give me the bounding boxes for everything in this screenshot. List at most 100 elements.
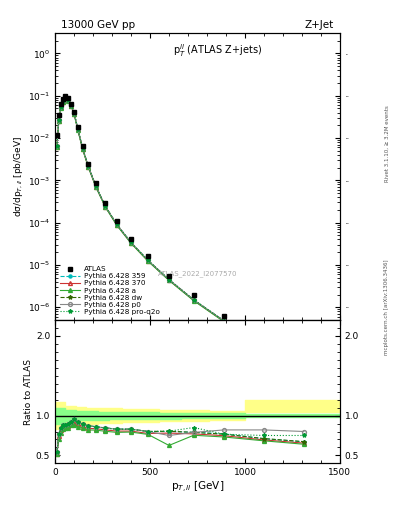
ATLAS	[94, 180, 98, 186]
Pythia 6.428 p0	[63, 95, 68, 101]
Pythia 6.428 370	[167, 277, 171, 283]
Line: Pythia 6.428 a: Pythia 6.428 a	[55, 97, 306, 383]
ATLAS	[146, 253, 151, 260]
Pythia 6.428 pro-q2o	[301, 377, 306, 383]
ATLAS	[86, 160, 91, 166]
Pythia 6.428 a	[75, 127, 80, 133]
Pythia 6.428 dw	[94, 183, 98, 189]
Pythia 6.428 pro-q2o	[146, 258, 151, 264]
Pythia 6.428 359	[69, 102, 73, 108]
Pythia 6.428 a	[55, 143, 59, 150]
Pythia 6.428 a	[86, 164, 91, 170]
Pythia 6.428 dw	[191, 297, 196, 303]
Pythia 6.428 a	[301, 378, 306, 385]
Pythia 6.428 pro-q2o	[60, 98, 65, 104]
Pythia 6.428 pro-q2o	[94, 183, 98, 189]
Line: Pythia 6.428 dw: Pythia 6.428 dw	[55, 96, 306, 382]
Pythia 6.428 370	[80, 145, 85, 152]
Pythia 6.428 359	[75, 126, 80, 132]
Pythia 6.428 a	[94, 184, 98, 190]
Pythia 6.428 pro-q2o	[55, 143, 59, 149]
Pythia 6.428 370	[191, 297, 196, 304]
ATLAS	[191, 292, 196, 298]
Pythia 6.428 pro-q2o	[63, 95, 68, 101]
Text: Z+Jet: Z+Jet	[305, 20, 334, 30]
Pythia 6.428 dw	[301, 377, 306, 383]
Pythia 6.428 dw	[86, 163, 91, 169]
ATLAS	[57, 112, 61, 118]
Pythia 6.428 p0	[94, 183, 98, 189]
Pythia 6.428 dw	[66, 97, 71, 103]
ATLAS	[114, 218, 119, 224]
ATLAS	[129, 236, 133, 242]
Pythia 6.428 359	[80, 145, 85, 151]
Pythia 6.428 359	[86, 163, 91, 169]
Pythia 6.428 370	[55, 143, 59, 150]
Pythia 6.428 p0	[55, 143, 59, 149]
Pythia 6.428 pro-q2o	[80, 145, 85, 151]
Pythia 6.428 a	[129, 240, 133, 246]
Pythia 6.428 a	[103, 204, 108, 210]
Pythia 6.428 pro-q2o	[59, 103, 63, 110]
Pythia 6.428 a	[60, 99, 65, 105]
Pythia 6.428 pro-q2o	[66, 97, 71, 103]
ATLAS	[103, 200, 108, 206]
Pythia 6.428 370	[262, 343, 266, 349]
Pythia 6.428 359	[191, 297, 196, 303]
Text: 13000 GeV pp: 13000 GeV pp	[61, 20, 135, 30]
Pythia 6.428 359	[63, 95, 68, 101]
ATLAS	[72, 109, 76, 115]
Pythia 6.428 pro-q2o	[75, 126, 80, 132]
Pythia 6.428 370	[146, 258, 151, 264]
Text: mcplots.cern.ch [arXiv:1306.3436]: mcplots.cern.ch [arXiv:1306.3436]	[384, 260, 389, 355]
Pythia 6.428 359	[167, 276, 171, 283]
Line: Pythia 6.428 pro-q2o: Pythia 6.428 pro-q2o	[55, 96, 306, 382]
Pythia 6.428 359	[55, 143, 59, 149]
Pythia 6.428 p0	[114, 221, 119, 227]
Pythia 6.428 359	[301, 377, 306, 383]
ATLAS	[75, 124, 80, 131]
Pythia 6.428 a	[69, 103, 73, 109]
Pythia 6.428 370	[69, 103, 73, 109]
Pythia 6.428 359	[57, 117, 61, 123]
Pythia 6.428 p0	[59, 103, 63, 110]
Pythia 6.428 a	[146, 258, 151, 264]
Pythia 6.428 dw	[146, 258, 151, 264]
Pythia 6.428 370	[72, 111, 76, 117]
Pythia 6.428 359	[66, 97, 71, 103]
Text: p$_T^{ll}$ (ATLAS Z+jets): p$_T^{ll}$ (ATLAS Z+jets)	[173, 42, 262, 59]
Pythia 6.428 p0	[86, 163, 91, 169]
Pythia 6.428 a	[222, 319, 226, 325]
Pythia 6.428 pro-q2o	[86, 163, 91, 169]
Pythia 6.428 pro-q2o	[191, 297, 196, 303]
Pythia 6.428 dw	[80, 145, 85, 151]
Pythia 6.428 pro-q2o	[57, 117, 61, 123]
Legend: ATLAS, Pythia 6.428 359, Pythia 6.428 370, Pythia 6.428 a, Pythia 6.428 dw, Pyth: ATLAS, Pythia 6.428 359, Pythia 6.428 37…	[57, 263, 163, 318]
Pythia 6.428 pro-q2o	[167, 276, 171, 283]
Pythia 6.428 370	[57, 117, 61, 123]
Pythia 6.428 a	[72, 111, 76, 117]
Pythia 6.428 dw	[129, 240, 133, 246]
Pythia 6.428 359	[72, 110, 76, 116]
Line: Pythia 6.428 370: Pythia 6.428 370	[55, 97, 306, 383]
Pythia 6.428 a	[80, 146, 85, 152]
Pythia 6.428 dw	[167, 276, 171, 283]
Pythia 6.428 370	[114, 222, 119, 228]
Pythia 6.428 359	[222, 318, 226, 324]
Pythia 6.428 p0	[103, 203, 108, 209]
Pythia 6.428 a	[57, 118, 61, 124]
Pythia 6.428 pro-q2o	[129, 240, 133, 246]
Pythia 6.428 370	[129, 240, 133, 246]
Pythia 6.428 pro-q2o	[69, 102, 73, 108]
Line: ATLAS: ATLAS	[55, 93, 306, 376]
Pythia 6.428 a	[262, 343, 266, 349]
Pythia 6.428 dw	[75, 126, 80, 132]
Pythia 6.428 359	[262, 342, 266, 348]
Pythia 6.428 p0	[129, 240, 133, 246]
Pythia 6.428 359	[94, 183, 98, 189]
ATLAS	[60, 96, 65, 102]
Pythia 6.428 p0	[301, 377, 306, 383]
Pythia 6.428 dw	[72, 110, 76, 116]
Pythia 6.428 370	[301, 378, 306, 384]
Pythia 6.428 pro-q2o	[114, 221, 119, 227]
